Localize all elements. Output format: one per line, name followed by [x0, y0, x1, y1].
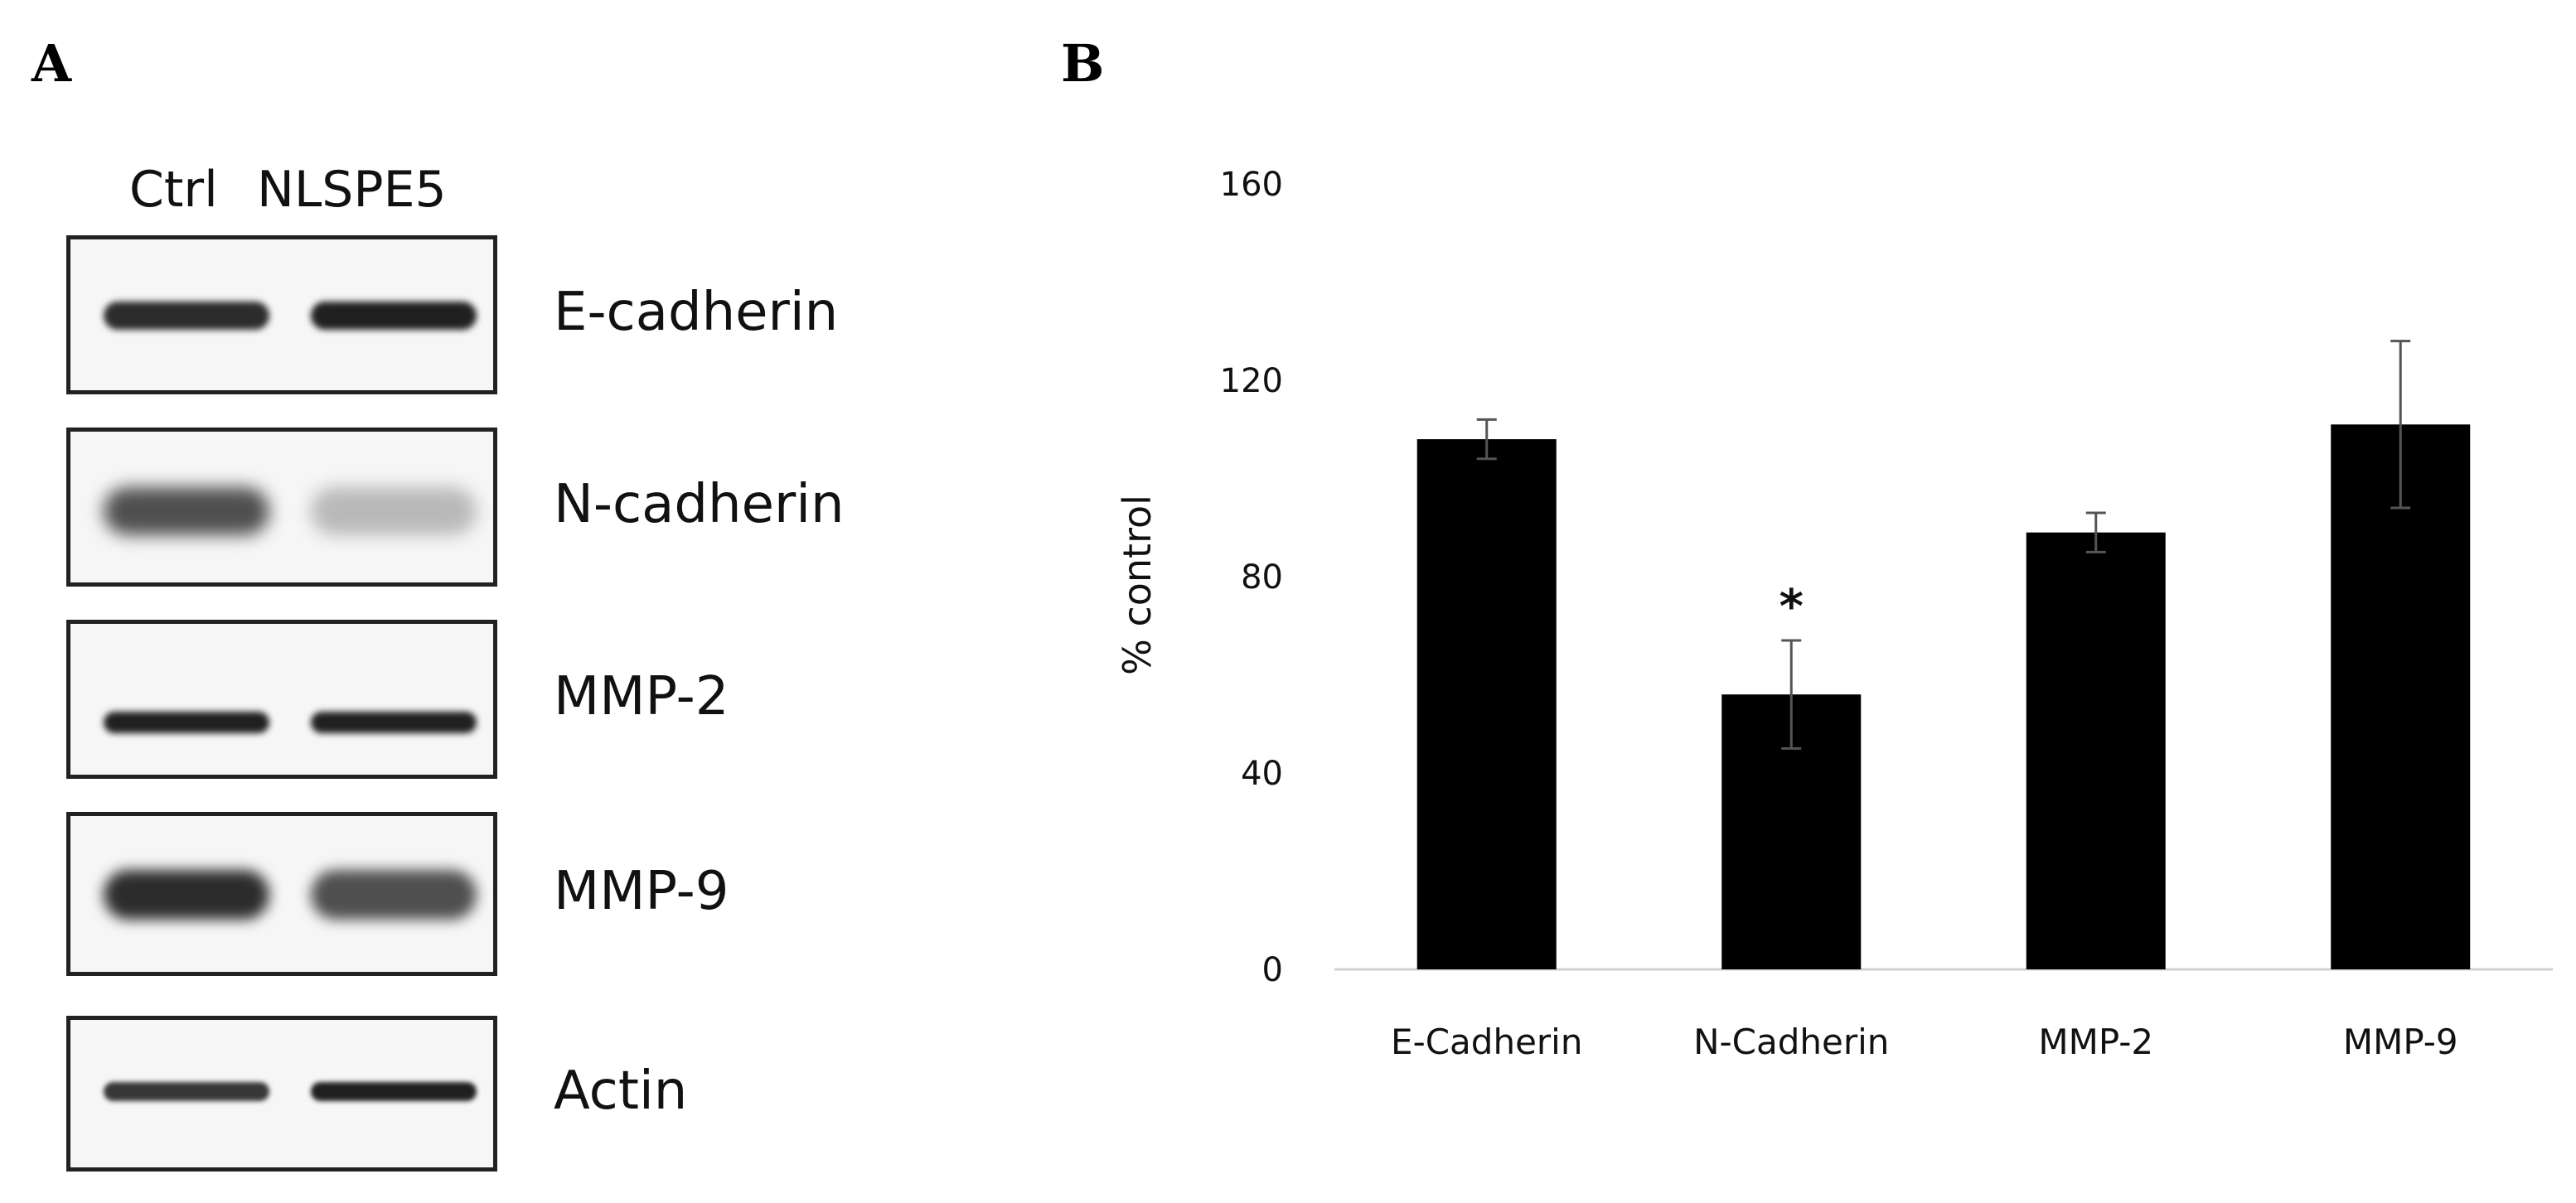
y-tick-label: 0: [1262, 951, 1283, 989]
bar-mmp-9: [2331, 424, 2471, 969]
band-ctrl: [104, 870, 269, 920]
blot-label-actin: Actin: [554, 1060, 688, 1122]
panel-b-label: B: [1061, 33, 1105, 94]
lane-label-nlspe5: NLSPE5: [257, 161, 447, 219]
band-nlspe5: [311, 301, 477, 331]
y-tick-label: 40: [1241, 755, 1283, 793]
y-axis-label: % control: [1115, 495, 1160, 675]
blot-box-actin: [66, 1016, 497, 1172]
x-tick-label: MMP-9: [2343, 1022, 2458, 1062]
y-tick-label: 160: [1220, 166, 1283, 204]
x-tick-label: MMP-2: [2038, 1022, 2153, 1062]
band-ctrl: [104, 301, 269, 331]
blot-box-mmp-2: [66, 620, 497, 779]
blot-label-n-cadherin: N-cadherin: [554, 474, 845, 535]
bar-e-cadherin: [1416, 439, 1557, 969]
significance-marker: *: [1779, 580, 1804, 634]
band-nlspe5: [311, 487, 477, 535]
blot-box-mmp-9: [66, 812, 497, 976]
blot-label-e-cadherin: E-cadherin: [554, 282, 839, 343]
band-nlspe5: [311, 1082, 477, 1101]
blot-box-n-cadherin: [66, 428, 497, 587]
band-ctrl: [104, 1082, 269, 1101]
blot-label-mmp-2: MMP-2: [554, 666, 729, 727]
bar-mmp-2: [2026, 532, 2166, 969]
x-tick-label: E-Cadherin: [1391, 1022, 1582, 1062]
band-nlspe5: [311, 870, 477, 920]
band-nlspe5: [311, 711, 477, 734]
blot-label-mmp-9: MMP-9: [554, 861, 729, 922]
band-ctrl: [104, 711, 269, 734]
lane-label-ctrl: Ctrl: [129, 161, 218, 219]
blot-box-e-cadherin: [66, 235, 497, 394]
band-ctrl: [104, 487, 269, 535]
x-tick-label: N-Cadherin: [1693, 1022, 1889, 1062]
y-tick-label: 80: [1241, 558, 1283, 597]
y-tick-label: 120: [1220, 362, 1283, 400]
panel-a-label: A: [31, 33, 72, 94]
